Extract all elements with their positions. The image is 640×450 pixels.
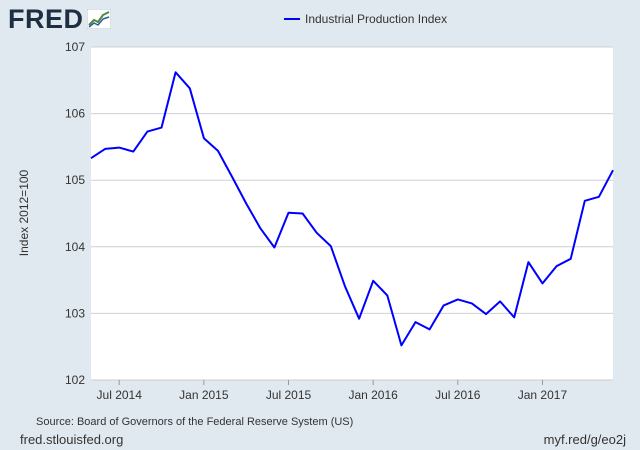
gridlines	[91, 46, 613, 314]
site-link[interactable]: fred.stlouisfed.org	[20, 432, 124, 447]
y-tick-label: 106	[65, 107, 85, 121]
y-axis-title: Index 2012=100	[17, 169, 31, 256]
legend: Industrial Production Index	[284, 12, 447, 26]
legend-label: Industrial Production Index	[305, 12, 447, 26]
x-tick-label: Jul 2015	[266, 388, 312, 402]
source-note: Source: Board of Governors of the Federa…	[36, 416, 354, 428]
x-tick-label: Jan 2017	[518, 388, 568, 402]
y-tick-label: 107	[65, 40, 85, 54]
y-tick-label: 103	[65, 306, 85, 320]
y-tick-label: 105	[65, 173, 85, 187]
fred-logo-text: FRED	[8, 4, 84, 34]
fred-logo: FRED	[8, 4, 111, 34]
short-url-link[interactable]: myf.red/g/eo2j	[543, 432, 626, 447]
x-tick-label: Jul 2014	[97, 388, 143, 402]
x-axis: Jul 2014 Jan 2015 Jul 2015 Jan 2016 Jul 2016…	[91, 379, 613, 402]
y-axis: 102 103 104 105 106 107	[65, 40, 85, 387]
y-tick-label: 102	[65, 373, 85, 387]
series-group	[90, 71, 614, 347]
x-tick-label: Jan 2016	[348, 388, 398, 402]
plot-area	[91, 47, 613, 380]
series-line	[90, 71, 614, 347]
line-chart-icon	[86, 9, 111, 29]
x-tick-label: Jan 2015	[179, 388, 229, 402]
x-tick-label: Jul 2016	[435, 388, 481, 402]
y-tick-label: 104	[65, 240, 85, 254]
